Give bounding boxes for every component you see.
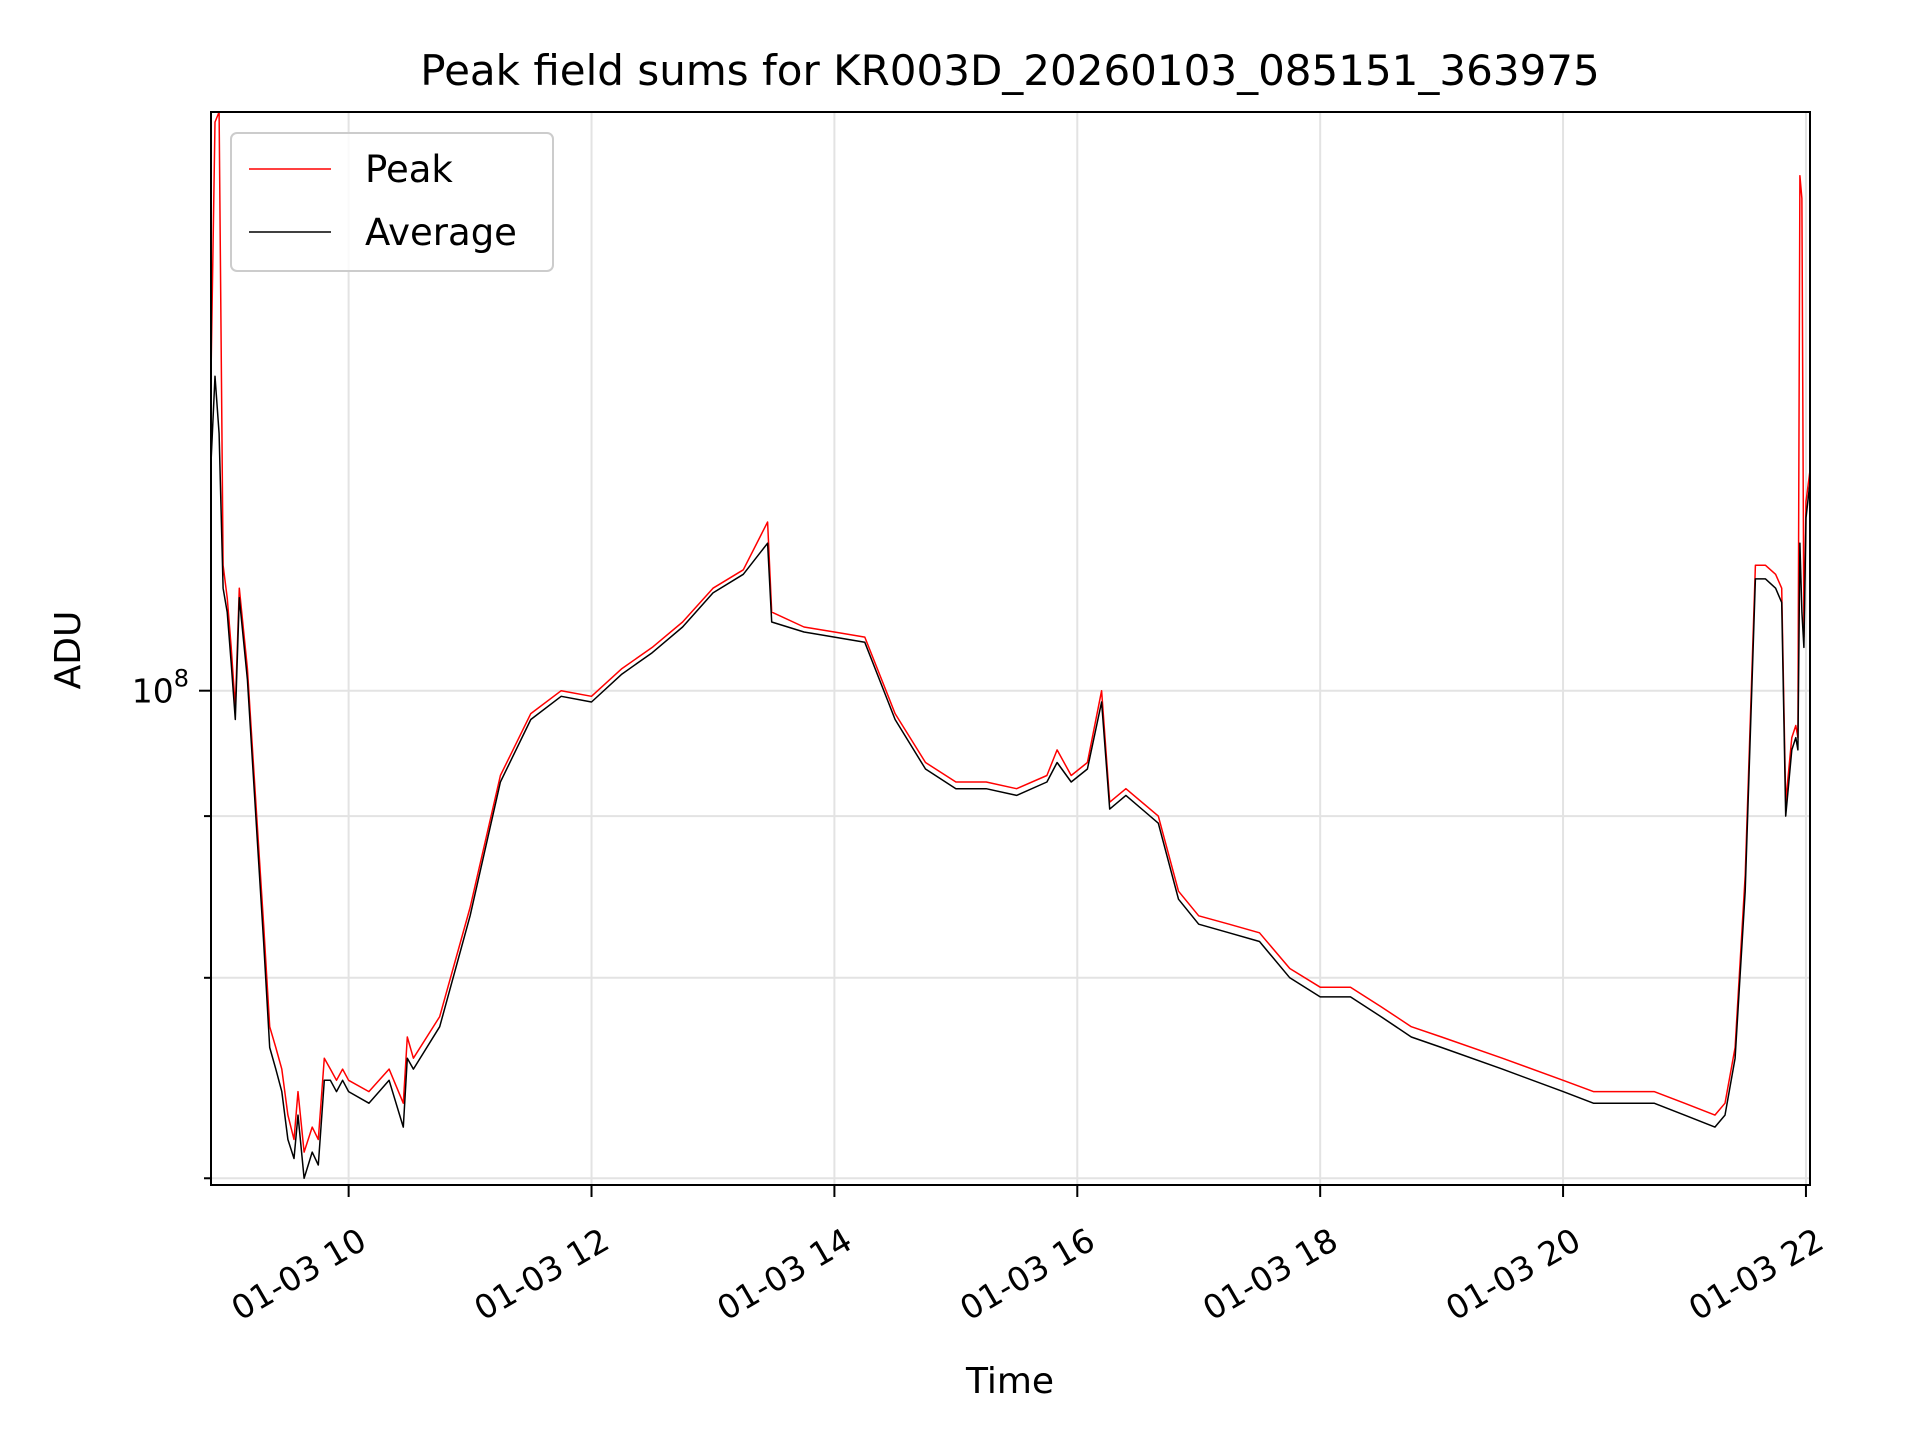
legend: Peak Average [230, 132, 554, 272]
x-axis-label: Time [965, 1361, 1054, 1402]
plot-frame [210, 111, 1811, 1186]
legend-box [230, 132, 554, 272]
y-axis-label: ADU [48, 611, 89, 690]
series-line-peak [211, 112, 1810, 1153]
series-line-average [211, 375, 1810, 1180]
chart-title: Peak field sums for KR003D_20260103_0851… [420, 46, 1599, 95]
y-tick-label: 108 [132, 665, 189, 711]
y-tick-label-exponent: 8 [174, 665, 189, 693]
legend-label-average: Average [365, 211, 517, 254]
legend-label-peak: Peak [365, 148, 453, 191]
series-layer [211, 112, 1810, 1180]
y-axis-ticks: 108 [132, 665, 211, 1180]
grid-layer [211, 112, 1810, 1185]
y-tick-label-base: 10 [132, 672, 174, 711]
